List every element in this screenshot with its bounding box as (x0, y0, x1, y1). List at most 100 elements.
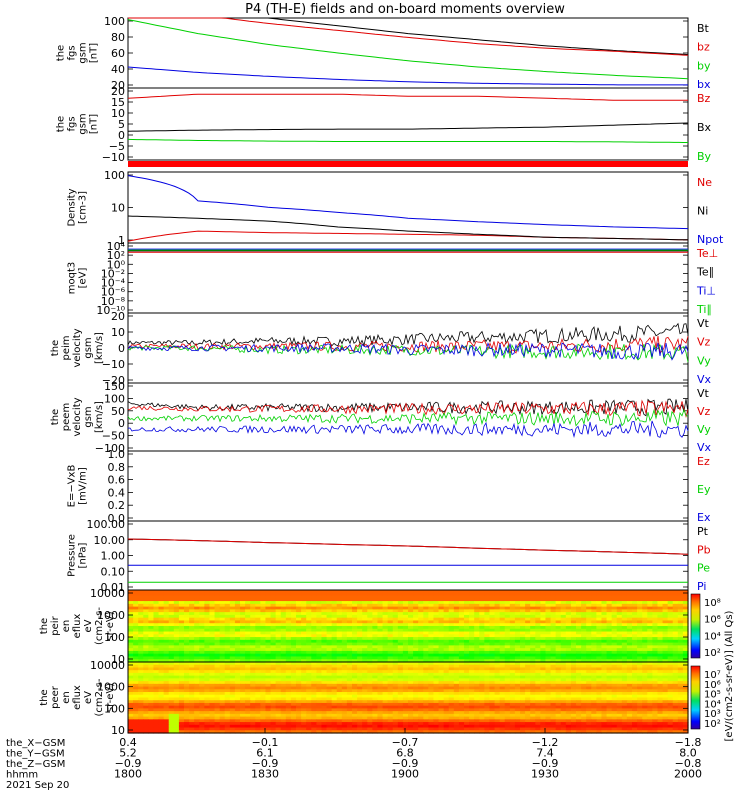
spectrogram-cell (184, 626, 190, 630)
y-axis-label: gsm (78, 113, 89, 134)
spectrogram-cell (280, 623, 287, 627)
spectrogram-cell (626, 628, 633, 633)
spectrogram-cell (560, 623, 567, 627)
spectrogram-cell (316, 617, 323, 622)
spectrogram-cell (545, 601, 552, 605)
spectrogram-cell (616, 670, 623, 674)
spectrogram-cell (204, 670, 211, 674)
spectrogram-cell (229, 664, 236, 669)
spectrogram-cell (682, 667, 689, 671)
spectrogram-cell (367, 697, 373, 701)
spectrogram-cell (346, 705, 353, 710)
spectrogram-cell (469, 639, 475, 644)
spectrogram-cell (265, 626, 272, 630)
spectrogram-cell (397, 590, 404, 594)
spectrogram-cell (184, 634, 190, 638)
spectrogram-cell (372, 626, 379, 630)
spectrogram-cell (402, 675, 409, 679)
spectrogram-cell (433, 614, 440, 619)
spectrogram-cell (346, 595, 353, 599)
spectrogram-cell (296, 670, 302, 674)
spectrogram-cell (596, 700, 603, 704)
spectrogram-cell (306, 702, 312, 707)
spectrogram-cell (296, 705, 302, 710)
spectrogram-cell (672, 705, 679, 710)
spectrogram-cell (408, 683, 414, 688)
spectrogram-cell (433, 694, 440, 699)
spectrogram-cell (611, 606, 618, 610)
spectrogram-cell (642, 634, 648, 638)
spectrogram-cell (270, 672, 277, 677)
spectrogram-cell (128, 609, 134, 613)
spectrogram-cell (392, 628, 399, 633)
spectrogram-cell (219, 664, 226, 669)
spectrogram-cell (199, 598, 205, 602)
spectrogram-cell (555, 686, 562, 690)
spectrogram-cell (484, 689, 491, 693)
spectrogram-cell (408, 614, 414, 619)
spectrogram-cell (178, 689, 185, 693)
spectrogram-cell (560, 612, 567, 616)
spectrogram-cell (168, 639, 175, 644)
spectrogram-cell (326, 659, 333, 663)
spectrogram-cell (479, 681, 485, 685)
spectrogram-cell (677, 650, 684, 655)
spectrogram-cell (479, 639, 485, 644)
spectrogram-cell (143, 614, 149, 619)
spectrogram-cell (616, 595, 623, 599)
spectrogram-cell (443, 617, 450, 622)
spectrogram-cell (586, 642, 592, 646)
spectrogram-cell (632, 592, 638, 597)
spectrogram-cell (494, 694, 501, 699)
spectrogram-cell (357, 667, 363, 671)
spectrogram-cell (199, 637, 205, 641)
spectrogram-cell (377, 612, 384, 616)
spectrogram-cell (530, 631, 536, 635)
spectrogram-cell (667, 626, 674, 630)
spectrogram-cell (652, 670, 659, 674)
spectrogram-cell (138, 702, 144, 707)
spectrogram-cell (484, 623, 491, 627)
spectrogram-cell (632, 662, 638, 666)
spectrogram-cell (657, 697, 664, 701)
y-tick-label: 10 (111, 653, 125, 666)
spectrogram-cell (290, 672, 297, 677)
spectrogram-cell (255, 675, 261, 679)
spectrogram-cell (219, 675, 226, 679)
spectrogram-cell (616, 705, 623, 710)
spectrogram-cell (158, 672, 165, 677)
spectrogram-cell (469, 642, 475, 646)
spectrogram-cell (341, 617, 348, 622)
spectrogram-cell (596, 675, 603, 679)
spectrogram-cell (576, 614, 582, 619)
spectrogram-cell (565, 694, 572, 699)
spectrogram-cell (647, 678, 653, 682)
spectrogram-cell (494, 664, 501, 669)
spectrogram-cell (377, 626, 384, 630)
spectrogram-cell (423, 601, 429, 605)
spectrogram-cell (306, 675, 312, 679)
spectrogram-cell (194, 697, 200, 701)
spectrogram-cell (550, 656, 557, 660)
spectrogram-cell (632, 595, 638, 599)
spectrogram-cell (550, 603, 557, 608)
spectrogram-cell (647, 603, 653, 608)
spectrogram-cell (240, 705, 246, 710)
spectrogram-cell (581, 617, 587, 622)
spectrogram-cell (255, 656, 261, 660)
spectrogram-cell (189, 662, 195, 666)
spectrogram-cell (443, 592, 450, 597)
spectrogram-cell (316, 631, 323, 635)
spectrogram-cell (576, 628, 582, 633)
spectrogram-cell (158, 620, 165, 624)
spectrogram-cell (464, 667, 470, 671)
series-line-Vz (127, 399, 689, 419)
spectrogram-cell (184, 705, 190, 710)
spectrogram-cell (570, 639, 577, 644)
spectrogram-cell (662, 628, 669, 633)
spectrogram-cell (341, 634, 348, 638)
spectrogram-cell (133, 683, 139, 688)
spectrogram-cell (469, 612, 475, 616)
spectrogram-cell (458, 683, 465, 688)
spectrogram-cell (153, 702, 160, 707)
